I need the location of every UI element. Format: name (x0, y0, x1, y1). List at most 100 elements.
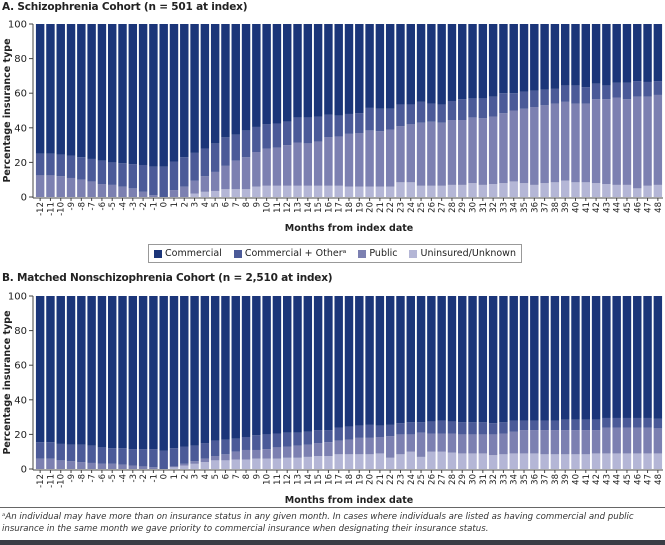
bar-segment-public (396, 434, 405, 455)
x-tick-label: 13 (294, 474, 304, 485)
bar-segment-commercial (344, 296, 354, 427)
bar-segment-public (118, 464, 127, 469)
swatch-commercial (154, 249, 163, 258)
x-tick-label: 33 (499, 474, 509, 485)
bar-segment-commercial (550, 24, 560, 89)
bar-segment-commercial (35, 24, 45, 154)
bar-segment-commercial-other (324, 430, 333, 443)
bar-segment-commercial (118, 24, 127, 164)
x-tick-label: -2 (139, 202, 149, 210)
x-tick-label: -5 (108, 474, 118, 482)
bar-segment-public (499, 433, 508, 455)
bar-segment-commercial-other (118, 448, 127, 465)
bar-segment-commercial (468, 296, 477, 423)
x-tick-label: 36 (530, 474, 540, 485)
bar-segment-uninsured-unknown (231, 459, 240, 469)
bar-segment-commercial-other (128, 449, 138, 466)
bar-segment-commercial (231, 296, 240, 439)
bar-segment-uninsured-unknown (252, 186, 261, 197)
x-tick-label: -1 (149, 474, 159, 482)
x-tick-label: 17 (335, 474, 345, 485)
bar-segment-commercial (488, 24, 498, 97)
bar-segment-public (427, 433, 436, 452)
bar-segment-uninsured-unknown (416, 456, 426, 469)
bar-segment-uninsured-unknown (293, 457, 302, 469)
x-tick-label: 20 (366, 202, 376, 213)
bar-segment-uninsured-unknown (509, 181, 518, 197)
bar-segment-public (540, 105, 549, 184)
bar-segment-public (406, 434, 415, 452)
x-tick-label: 26 (427, 474, 437, 485)
bar-segment-commercial (571, 296, 580, 420)
bar-segment-commercial-other (149, 449, 158, 468)
bar-segment-public (200, 176, 210, 192)
x-tick-label: 14 (304, 474, 314, 485)
bar-segment-public (437, 122, 446, 186)
bar-segment-commercial (252, 24, 261, 127)
bar-segment-uninsured-unknown (447, 184, 457, 197)
x-tick-label: -11 (46, 474, 56, 488)
bar-segment-uninsured-unknown (622, 184, 632, 197)
bar-segment-commercial-other (602, 417, 611, 428)
x-tick-label: 17 (335, 202, 345, 213)
x-tick-label: 29 (458, 474, 468, 485)
x-tick-label: 34 (510, 474, 520, 485)
bar-segment-commercial-other (530, 420, 539, 431)
y-tick-label: 40 (14, 123, 27, 134)
bar-segment-commercial-other (169, 448, 179, 467)
bar-segment-commercial (66, 24, 76, 156)
bar-segment-public (334, 440, 343, 455)
x-tick-label: 43 (602, 474, 612, 485)
bar-segment-uninsured-unknown (303, 185, 313, 197)
x-tick-label: 41 (582, 474, 592, 485)
bar-segment-commercial (396, 24, 405, 105)
bar-segment-public (190, 461, 199, 464)
bar-segment-commercial (530, 24, 539, 91)
bar-segment-commercial (128, 296, 138, 450)
bar-segment-commercial-other (77, 157, 86, 180)
bar-segment-public (406, 124, 415, 183)
bar-segment-commercial (643, 296, 652, 418)
bar-segment-uninsured-unknown (478, 184, 488, 197)
y-tick-label: 100 (8, 292, 27, 303)
bar-segment-uninsured-unknown (190, 193, 199, 197)
bar-segment-commercial (138, 24, 148, 165)
bar-segment-commercial-other (231, 134, 240, 161)
bar-segment-commercial (283, 24, 292, 122)
bar-segment-uninsured-unknown (313, 456, 323, 469)
bar-segment-commercial-other (221, 137, 230, 166)
bar-segment-public (344, 133, 354, 187)
bar-segment-commercial-other (612, 82, 621, 98)
x-tick-label: 2 (180, 474, 190, 479)
bar-segment-public (138, 191, 148, 197)
bar-segment-public (190, 180, 199, 194)
bar-segment-commercial-other (633, 81, 642, 97)
bar-segment-uninsured-unknown (231, 189, 240, 197)
x-tick-label: 6 (221, 474, 231, 479)
bar-segment-uninsured-unknown (293, 185, 302, 197)
bar-segment-uninsured-unknown (519, 453, 529, 469)
bar-segment-public (591, 99, 601, 184)
bar-segment-uninsured-unknown (571, 182, 580, 197)
x-tick-label: 47 (644, 202, 654, 213)
bar-segment-commercial (530, 296, 539, 421)
bar-segment-commercial (324, 24, 333, 115)
bar-segment-commercial-other (622, 417, 632, 428)
bar-segment-commercial (231, 24, 240, 135)
x-tick-label: 43 (602, 202, 612, 213)
bar-segment-commercial (427, 24, 436, 104)
bar-segment-commercial-other (622, 82, 632, 100)
bar-segment-commercial-other (602, 85, 611, 100)
bar-segment-uninsured-unknown (396, 182, 405, 197)
bar-segment-public (107, 463, 117, 469)
bar-segment-commercial-other (303, 117, 313, 144)
x-tick-label: 31 (479, 202, 489, 213)
x-tick-label: 14 (304, 202, 314, 213)
bar-segment-commercial (118, 296, 127, 449)
x-tick-label: 5 (211, 474, 221, 479)
bar-segment-commercial-other (437, 420, 446, 434)
x-tick-label: 4 (201, 202, 211, 207)
bar-segment-commercial-other (406, 422, 415, 435)
bar-segment-commercial (56, 24, 65, 155)
